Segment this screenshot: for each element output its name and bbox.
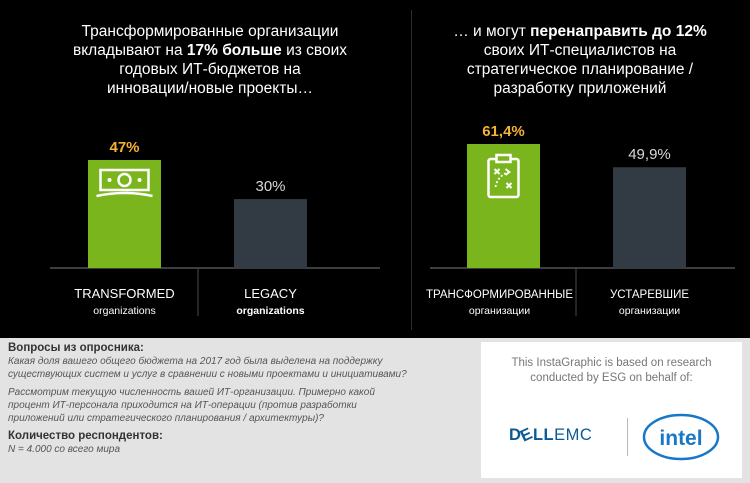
question-2: Рассмотрим текущую численность вашей ИТ-… bbox=[8, 387, 375, 424]
left-headline-line3: годовых ИТ-бюджетов на bbox=[119, 61, 301, 78]
question-1: Какая доля вашего общего бюджета на 2017… bbox=[8, 356, 407, 380]
value-label: 49,9% bbox=[628, 146, 671, 163]
clipboard-strategy-icon bbox=[487, 153, 520, 199]
category-label: ТРАНСФОРМИРОВАННЫЕ bbox=[426, 289, 573, 301]
money-icon bbox=[96, 168, 153, 198]
category-sublabel: organizations bbox=[93, 305, 155, 317]
right-headline-line3: стратегическое планирование / bbox=[466, 61, 694, 78]
sponsor-text: This InstaGraphic is based on research c… bbox=[511, 357, 712, 384]
questions-title: Вопросы из опросника: bbox=[8, 342, 144, 354]
category-label: LEGACY bbox=[244, 286, 297, 301]
questions-block: Вопросы из опросника: Какая доля вашего … bbox=[8, 342, 470, 456]
svg-text:intel: intel bbox=[659, 427, 702, 450]
panel-divider bbox=[411, 10, 412, 330]
right-headline-line2: своих ИТ-специалистов на bbox=[483, 42, 677, 59]
respondents-value: N = 4.000 со всего мира bbox=[8, 444, 121, 455]
sponsor-box: This InstaGraphic is based on research c… bbox=[481, 342, 742, 478]
left-headline-line2: вкладывают на 17% больше из своих bbox=[72, 42, 348, 59]
category-sublabel: организации bbox=[619, 305, 680, 317]
category-sublabel: организации bbox=[469, 305, 530, 317]
bar-legacy bbox=[234, 199, 307, 268]
value-label: 61,4% bbox=[482, 123, 525, 140]
bar-charts: 47% TRANSFORMED organizations 30% LEGACY orga… bbox=[50, 123, 735, 317]
dell-emc-logo: DELLEMC bbox=[509, 424, 593, 446]
category-label: TRANSFORMED bbox=[74, 286, 174, 301]
intel-logo: intel bbox=[642, 413, 720, 461]
left-headline: Трансформированные организации вкладываю… bbox=[20, 22, 400, 98]
respondents-title: Количество респондентов: bbox=[8, 430, 163, 442]
right-headline-line1: … и могут перенаправить до 12% bbox=[453, 23, 707, 40]
value-label: 30% bbox=[255, 178, 285, 195]
category-label: УСТАРЕВШИЕ bbox=[610, 289, 689, 301]
right-headline-line4: разработку приложений bbox=[493, 80, 667, 97]
bar-transformed bbox=[88, 160, 161, 268]
bar-legacy bbox=[613, 167, 686, 268]
left-headline-line1: Трансформированные организации bbox=[81, 23, 339, 40]
right-headline: … и могут перенаправить до 12% своих ИТ-… bbox=[425, 22, 735, 98]
left-headline-line4: инновации/новые проекты… bbox=[106, 80, 313, 97]
bar-transformed bbox=[467, 144, 540, 268]
category-sublabel: organizations bbox=[236, 305, 304, 317]
value-label: 47% bbox=[109, 139, 139, 156]
logo-separator bbox=[627, 418, 628, 456]
